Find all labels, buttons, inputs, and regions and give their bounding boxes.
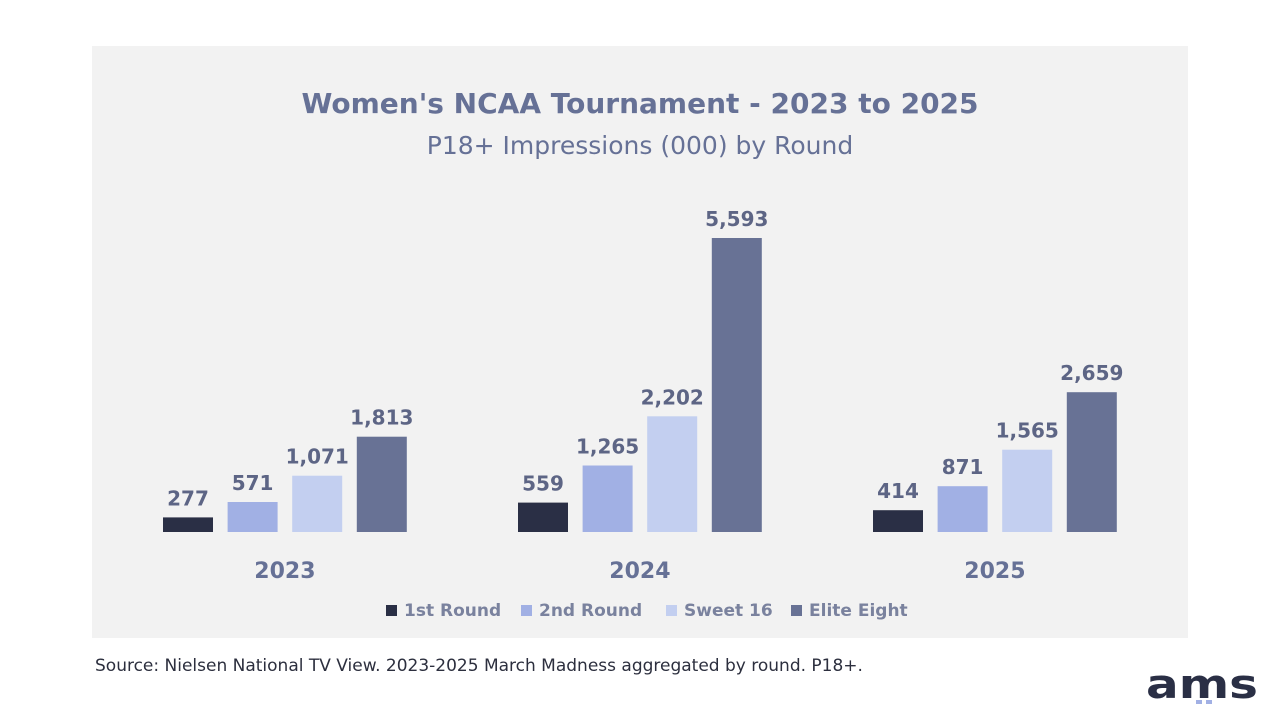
data-label: 277 [167, 486, 209, 510]
legend: 1st Round 2nd Round Sweet 16 Elite Eight [386, 601, 908, 621]
data-label: 2,659 [1060, 361, 1123, 385]
legend-swatch-elite-eight [791, 605, 802, 616]
category-label-2024: 2024 [609, 559, 670, 584]
bar-chart: Women's NCAA Tournament - 2023 to 2025 P… [163, 87, 1123, 621]
bar-2024-2nd-round [582, 465, 633, 532]
data-label: 1,071 [286, 445, 349, 469]
bar-2023-1st-round [163, 517, 213, 532]
data-label: 414 [877, 479, 919, 503]
bar-2025-1st-round [873, 510, 923, 532]
data-label: 1,813 [350, 406, 413, 430]
bar-2024-elite-eight [711, 238, 762, 532]
chart-title: Women's NCAA Tournament - 2023 to 2025 [301, 87, 978, 120]
bar-2023-elite-eight [356, 436, 407, 532]
legend-swatch-sweet-16 [666, 605, 677, 616]
data-label: 571 [232, 471, 274, 495]
data-label: 5,593 [705, 207, 768, 231]
legend-label-2nd-round: 2nd Round [539, 601, 642, 621]
ams-logo: ams [1146, 668, 1258, 708]
bar-2025-sweet-16 [1002, 449, 1053, 532]
bar-2024-sweet-16 [647, 416, 698, 532]
logo-accent-1 [1196, 700, 1202, 704]
legend-swatch-2nd-round [521, 605, 532, 616]
bar-2025-2nd-round [937, 486, 988, 532]
legend-label-sweet-16: Sweet 16 [684, 601, 773, 621]
bar-2025-elite-eight [1066, 392, 1117, 532]
legend-label-elite-eight: Elite Eight [809, 601, 908, 621]
data-label: 2,202 [641, 385, 704, 409]
data-label: 559 [522, 472, 564, 496]
logo-accent-2 [1206, 700, 1212, 704]
category-label-2023: 2023 [254, 559, 315, 584]
bar-2023-sweet-16 [292, 475, 343, 532]
category-label-2025: 2025 [964, 559, 1025, 584]
legend-swatch-1st-round [386, 605, 397, 616]
legend-label-1st-round: 1st Round [404, 601, 501, 621]
data-label: 1,565 [996, 419, 1059, 443]
chart-panel: Women's NCAA Tournament - 2023 to 2025 P… [92, 46, 1188, 638]
chart-subtitle: P18+ Impressions (000) by Round [427, 131, 853, 160]
bar-2023-2nd-round [227, 502, 278, 532]
data-label: 871 [942, 455, 984, 479]
bar-2024-1st-round [518, 502, 568, 532]
source-note: Source: Nielsen National TV View. 2023-2… [95, 656, 863, 676]
data-label: 1,265 [576, 435, 639, 459]
